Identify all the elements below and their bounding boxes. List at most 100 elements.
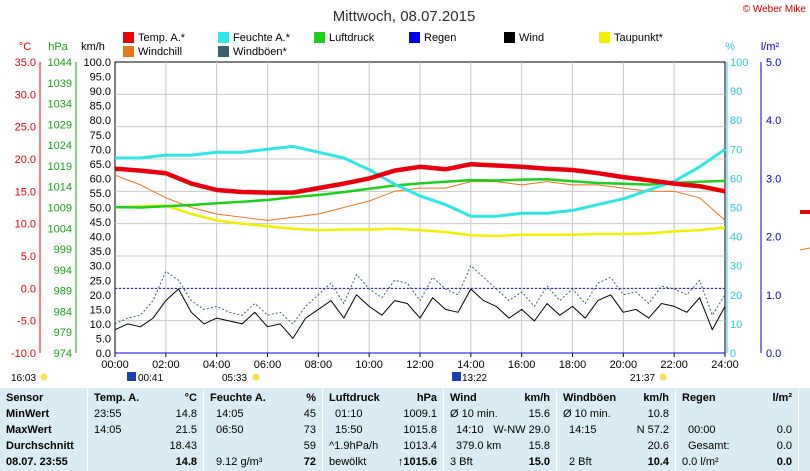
rain-tick: 1.0 (766, 290, 781, 302)
moonrise-icon (127, 372, 136, 381)
pressure-tick: 1039 (48, 78, 72, 90)
humidity-tick: 70 (730, 144, 742, 156)
rain-tick: 0.0 (766, 348, 781, 360)
series-windben (114, 265, 726, 325)
stats-table: Sensor MinWert MaxWert Durchschnitt 08.0… (0, 388, 810, 471)
moonset-icon (40, 373, 48, 381)
col-head: Luftdruck (329, 392, 380, 404)
min-value: 1009.1 (403, 408, 437, 420)
time-tick: 16:00 (508, 359, 536, 371)
stats-pressure-col: Luftdruck hPa 01:10 1009.1 15:50 1015.8 ^1.… (323, 388, 444, 471)
rain-tick: 5.0 (766, 57, 781, 69)
max-time: 06:50 (216, 424, 244, 436)
time-tick: 20:00 (610, 359, 638, 371)
stats-rain-col: Regen l/m² 00:00 0.0 Gesamt: 0.0 0.0 l/m² 0.… (676, 388, 799, 471)
series-windchill (114, 174, 726, 221)
max-value: 1015.8 (403, 424, 437, 436)
wind-tick: 80.0 (90, 115, 111, 127)
temp-tick: 0.0 (21, 283, 36, 295)
wind-tick: 100.0 (83, 57, 111, 69)
pressure-tick: 1004 (48, 223, 72, 235)
series-lines (114, 144, 726, 354)
max-value: 73 (303, 424, 316, 436)
legend-swatch-humidity (218, 32, 229, 43)
pressure-tick: 1019 (48, 161, 72, 173)
legend-label-dewpoint: Taupunkt* (614, 32, 664, 44)
legend-label-gusts: Windböen* (233, 46, 288, 58)
event-time: 21:37 (630, 373, 655, 384)
legend-label-wind: Wind (519, 32, 544, 44)
time-tick: 06:00 (254, 359, 282, 371)
wind-label: Ø 10 min. (450, 408, 498, 420)
series-luftdruck (114, 177, 726, 209)
wind-tick: 95.0 (90, 72, 111, 84)
wind-tick: 85.0 (90, 101, 111, 113)
gust-label: Ø 10 min. (563, 408, 611, 420)
wind-tick: 45.0 (90, 217, 111, 229)
col-head: Feuchte A. (210, 392, 266, 404)
pressure-trend: ^1.9hPa/h (329, 440, 379, 452)
rain-label: Gesamt: (688, 440, 730, 452)
pressure-tick: 994 (54, 265, 72, 277)
max-time: 15:50 (335, 424, 363, 436)
time-tick: 04:00 (203, 359, 231, 371)
rain-label: 0.0 l/m² (682, 456, 719, 468)
wind-tick: 60.0 (90, 173, 111, 185)
humidity-tick: 0 (730, 348, 736, 360)
rain-value: 0.0 (776, 440, 792, 452)
col-unit: km/h (524, 392, 550, 404)
rain-tick: 4.0 (766, 115, 781, 127)
temp-tick: 35.0 (15, 57, 36, 69)
temp-axis-unit: °C (19, 41, 31, 53)
wind-tick: 5.0 (96, 333, 111, 345)
humidity-tick: 80 (730, 115, 742, 127)
pressure-axis-unit: hPa (48, 41, 68, 53)
time-tick: 02:00 (152, 359, 180, 371)
wind-label: 14:10 (456, 424, 484, 436)
rain-axis-unit: l/m² (761, 41, 780, 53)
pressure-tick: 1024 (48, 140, 72, 152)
legend-label-windchill: Windchill (138, 46, 182, 58)
wind-label: 3 Bft (450, 456, 473, 468)
gust-value: 10.8 (647, 408, 669, 420)
wind-tick: 25.0 (90, 275, 111, 287)
series-taupunkt (114, 204, 726, 238)
temp-tick: 10.0 (15, 219, 36, 231)
rain-tick: 3.0 (766, 173, 781, 185)
offscreen-mark (799, 247, 810, 251)
moon-icon (452, 372, 461, 381)
col-head: Windböen (563, 392, 617, 404)
wind-value: W-NW 29.0 (493, 424, 550, 436)
temp-tick: 15.0 (15, 186, 36, 198)
time-tick: 08:00 (305, 359, 333, 371)
pressure-tick: 984 (54, 306, 72, 318)
rain-tick: 2.0 (766, 232, 781, 244)
wind-tick: 10.0 (90, 319, 111, 331)
current-value: ↑1015.6 (397, 456, 437, 468)
time-tick: 24:00 (711, 359, 739, 371)
avg-value: 18.43 (169, 440, 197, 452)
series-wind (114, 288, 726, 339)
legend-label-rain: Regen (424, 32, 456, 44)
wind-tick: 35.0 (90, 246, 111, 258)
legend-swatch-pressure (314, 32, 325, 43)
gust-label: 2 Bft (569, 456, 592, 468)
stats-wind-col: Wind km/h Ø 10 min. 15.6 14:10 W-NW 29.0 37… (444, 388, 557, 471)
time-tick: 00:00 (101, 359, 129, 371)
wind-tick: 40.0 (90, 232, 111, 244)
legend-swatch-windchill (123, 46, 134, 57)
humidity-axis-unit: % (725, 41, 735, 53)
time-tick: 22:00 (660, 359, 688, 371)
gust-value: 20.6 (647, 440, 669, 452)
legend-swatch-gusts (218, 46, 229, 57)
temp-tick: 30.0 (15, 89, 36, 101)
min-value: 45 (303, 408, 316, 420)
temp-tick: -10.0 (11, 348, 36, 360)
wind-tick: 50.0 (90, 203, 111, 215)
wind-tick: 0.0 (96, 348, 111, 360)
time-tick: 18:00 (559, 359, 587, 371)
min-value: 14.8 (175, 408, 197, 420)
pressure-tick: 999 (54, 244, 72, 256)
legend-swatch-dewpoint (599, 32, 610, 43)
event-time: 13:22 (462, 373, 487, 384)
